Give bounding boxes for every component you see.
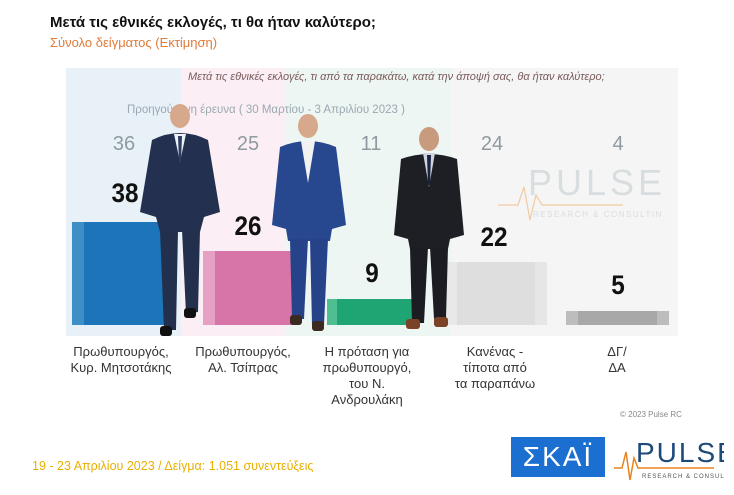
photo-tsipras <box>272 114 346 331</box>
svg-text:RESEARCH & CONSULTING: RESEARCH & CONSULTING <box>533 210 663 219</box>
prev-value-4: 24 <box>480 133 504 155</box>
bar-tsipras <box>203 251 293 325</box>
category-label-tsipras: Πρωθυπουργός, Αλ. Τσίπρας <box>195 344 291 375</box>
fieldwork-info: 19 - 23 Απριλίου 2023 / Δείγμα: 1.051 συ… <box>32 459 314 473</box>
photo-mitsotakis <box>140 104 220 336</box>
pulse-logo: PULSE RESEARCH & CONSULTING <box>614 432 734 482</box>
copyright-text: © 2023 Pulse RC <box>620 410 682 419</box>
survey-question: Μετά τις εθνικές εκλογές, τι από τα παρα… <box>188 71 605 83</box>
previous-survey-label: Προηγούμενη έρευνα ( 30 Μαρτίου - 3 Απρι… <box>127 104 405 116</box>
pulse-watermark: PULSE RESEARCH & CONSULTING <box>498 162 669 230</box>
bar-androulakis <box>327 299 412 325</box>
bar-mitsotakis <box>72 222 175 325</box>
skai-logo: ΣΚΑΪ <box>511 437 605 477</box>
svg-text:RESEARCH & CONSULTING: RESEARCH & CONSULTING <box>642 474 724 480</box>
bar-dont-know <box>566 311 669 325</box>
chart-title: Μετά τις εθνικές εκλογές, τι θα ήταν καλ… <box>50 14 376 31</box>
value-none: 22 <box>480 222 508 252</box>
photo-androulakis <box>394 127 464 329</box>
chart-subtitle: Σύνολο δείγματος (Εκτίμηση) <box>50 35 218 50</box>
bar-none <box>447 262 547 325</box>
category-label-androulakis: Η πρόταση για πρωθυπουργό, του Ν. Ανδρου… <box>322 344 412 407</box>
value-tsipras: 26 <box>234 211 262 241</box>
prev-value-3: 11 <box>360 133 382 155</box>
value-mitsotakis: 38 <box>111 178 139 208</box>
category-label-mitsotakis: Πρωθυπουργός, Κυρ. Μητσοτάκης <box>70 344 172 375</box>
prev-value-2: 25 <box>236 133 260 155</box>
pulse-logo-text: PULSE <box>636 437 724 468</box>
category-label-none: Κανένας - τίποτα από τα παραπάνω <box>454 344 536 391</box>
value-dont-know: 5 <box>611 270 625 300</box>
prev-value-5: 4 <box>612 133 624 155</box>
prev-value-1: 36 <box>112 133 136 155</box>
category-label-dont-know: ΔΓ/ ΔΑ <box>607 344 627 375</box>
watermark-brand: PULSE <box>528 165 663 203</box>
value-androulakis: 9 <box>365 258 379 288</box>
